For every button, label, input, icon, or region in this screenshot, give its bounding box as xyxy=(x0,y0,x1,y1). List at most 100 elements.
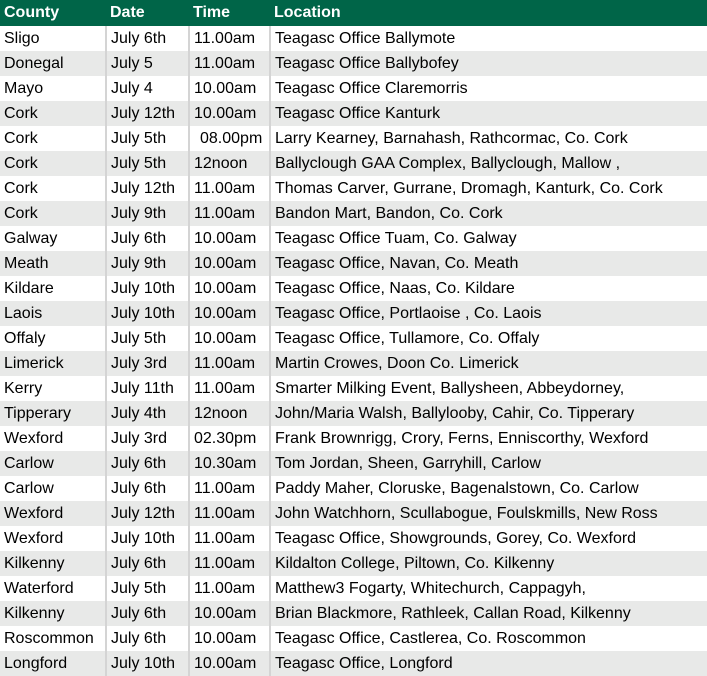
time-cell: 11.00am xyxy=(188,551,270,576)
county-cell: Offaly xyxy=(0,326,106,351)
location-cell: John Watchhorn, Scullabogue, Foulskmills… xyxy=(269,501,707,526)
county-cell: Waterford xyxy=(0,576,106,601)
table-row: Kilkenny July 6th 10.00am Brian Blackmore, … xyxy=(0,601,707,626)
table-row: Carlow July 6th 10.30am Tom Jordan, Sheen, … xyxy=(0,451,707,476)
table-row: Cork July 9th 11.00am Bandon Mart, Bandon, … xyxy=(0,201,707,226)
location-cell: Bandon Mart, Bandon, Co. Cork xyxy=(269,201,707,226)
county-cell: Kilkenny xyxy=(0,601,106,626)
table-row: Cork July 12th 11.00am Thomas Carver, Gurra… xyxy=(0,176,707,201)
location-cell: Teagasc Office Ballybofey xyxy=(269,51,707,76)
location-cell: Teagasc Office, Longford xyxy=(269,651,707,676)
county-cell: Galway xyxy=(0,226,106,251)
header-row: County Date Time Location xyxy=(0,0,707,26)
date-cell: July 3rd xyxy=(105,351,189,376)
location-cell: Teagasc Office Kanturk xyxy=(269,101,707,126)
time-cell: 10.00am xyxy=(188,76,270,101)
county-cell: Carlow xyxy=(0,451,106,476)
table-row: Kilkenny July 6th 11.00am Kildalton College… xyxy=(0,551,707,576)
date-cell: July 6th xyxy=(105,476,189,501)
time-cell: 10.00am xyxy=(188,651,270,676)
table-row: Wexford July 10th 11.00am Teagasc Office, S… xyxy=(0,526,707,551)
date-cell: July 6th xyxy=(105,601,189,626)
time-cell: 11.00am xyxy=(188,476,270,501)
county-cell: Limerick xyxy=(0,351,106,376)
table-row: Tipperary July 4th 12noon John/Maria Walsh,… xyxy=(0,401,707,426)
table-row: Longford July 10th 10.00am Teagasc Office, … xyxy=(0,651,707,676)
table-row: Waterford July 5th 11.00am Matthew3 Fogarty… xyxy=(0,576,707,601)
time-cell: 11.00am xyxy=(188,526,270,551)
location-cell: Frank Brownrigg, Crory, Ferns, Enniscort… xyxy=(269,426,707,451)
table-row: Laois July 10th 10.00am Teagasc Office, Por… xyxy=(0,301,707,326)
county-cell: Wexford xyxy=(0,501,106,526)
county-cell: Kilkenny xyxy=(0,551,106,576)
time-cell: 10.00am xyxy=(188,326,270,351)
time-cell: 02.30pm xyxy=(188,426,270,451)
county-cell: Longford xyxy=(0,651,106,676)
date-cell: July 5th xyxy=(105,126,189,151)
table-row: Sligo July 6th 11.00am Teagasc Office Bally… xyxy=(0,26,707,51)
county-cell: Cork xyxy=(0,101,106,126)
time-cell: 10.00am xyxy=(188,276,270,301)
county-cell: Donegal xyxy=(0,51,106,76)
county-cell: Wexford xyxy=(0,426,106,451)
table-row: Offaly July 5th 10.00am Teagasc Office, Tul… xyxy=(0,326,707,351)
location-cell: Matthew3 Fogarty, Whitechurch, Cappagyh, xyxy=(269,576,707,601)
time-cell: 10.00am xyxy=(188,626,270,651)
time-cell: 10.00am xyxy=(188,226,270,251)
county-cell: Mayo xyxy=(0,76,106,101)
location-cell: Smarter Milking Event, Ballysheen, Abbey… xyxy=(269,376,707,401)
county-cell: Cork xyxy=(0,126,106,151)
date-cell: July 6th xyxy=(105,26,189,51)
date-cell: July 5th xyxy=(105,576,189,601)
date-cell: July 4 xyxy=(105,76,189,101)
time-cell: 11.00am xyxy=(188,376,270,401)
date-cell: July 9th xyxy=(105,201,189,226)
county-cell: Kerry xyxy=(0,376,106,401)
date-cell: July 5th xyxy=(105,151,189,176)
table-row: Wexford July 12th 11.00am John Watchhorn, S… xyxy=(0,501,707,526)
date-cell: July 9th xyxy=(105,251,189,276)
table-row: Meath July 9th 10.00am Teagasc Office, Nava… xyxy=(0,251,707,276)
location-cell: Teagasc Office, Showgrounds, Gorey, Co. … xyxy=(269,526,707,551)
table-row: Cork July 12th 10.00am Teagasc Office Kantu… xyxy=(0,101,707,126)
county-cell: Sligo xyxy=(0,26,106,51)
date-cell: July 10th xyxy=(105,651,189,676)
table-row: Carlow July 6th 11.00am Paddy Maher, Clorus… xyxy=(0,476,707,501)
time-cell: 10.00am xyxy=(188,601,270,626)
date-cell: July 10th xyxy=(105,526,189,551)
date-cell: July 4th xyxy=(105,401,189,426)
location-cell: Teagasc Office, Tullamore, Co. Offaly xyxy=(269,326,707,351)
location-cell: Martin Crowes, Doon Co. Limerick xyxy=(269,351,707,376)
date-cell: July 6th xyxy=(105,551,189,576)
time-cell: 11.00am xyxy=(188,576,270,601)
time-cell: 10.30am xyxy=(188,451,270,476)
time-cell: 10.00am xyxy=(188,251,270,276)
county-cell: Cork xyxy=(0,151,106,176)
county-cell: Wexford xyxy=(0,526,106,551)
location-cell: John/Maria Walsh, Ballylooby, Cahir, Co.… xyxy=(269,401,707,426)
location-cell: Teagasc Office Tuam, Co. Galway xyxy=(269,226,707,251)
location-cell: Kildalton College, Piltown, Co. Kilkenny xyxy=(269,551,707,576)
location-cell: Brian Blackmore, Rathleek, Callan Road, … xyxy=(269,601,707,626)
date-cell: July 11th xyxy=(105,376,189,401)
date-cell: July 6th xyxy=(105,226,189,251)
time-cell: 12noon xyxy=(188,151,270,176)
location-cell: Teagasc Office, Portlaoise , Co. Laois xyxy=(269,301,707,326)
time-cell: 11.00am xyxy=(188,26,270,51)
time-cell: 10.00am xyxy=(188,301,270,326)
county-cell: Roscommon xyxy=(0,626,106,651)
time-cell: 10.00am xyxy=(188,101,270,126)
location-cell: Teagasc Office, Navan, Co. Meath xyxy=(269,251,707,276)
location-cell: Teagasc Office Ballymote xyxy=(269,26,707,51)
location-cell: Teagasc Office, Naas, Co. Kildare xyxy=(269,276,707,301)
time-cell: 12noon xyxy=(188,401,270,426)
location-cell: Tom Jordan, Sheen, Garryhill, Carlow xyxy=(269,451,707,476)
table-row: Mayo July 4 10.00am Teagasc Office Claremor… xyxy=(0,76,707,101)
date-cell: July 5 xyxy=(105,51,189,76)
county-cell: Tipperary xyxy=(0,401,106,426)
time-cell: 11.00am xyxy=(188,51,270,76)
location-cell: Paddy Maher, Cloruske, Bagenalstown, Co.… xyxy=(269,476,707,501)
date-cell: July 10th xyxy=(105,301,189,326)
time-cell: 11.00am xyxy=(188,351,270,376)
